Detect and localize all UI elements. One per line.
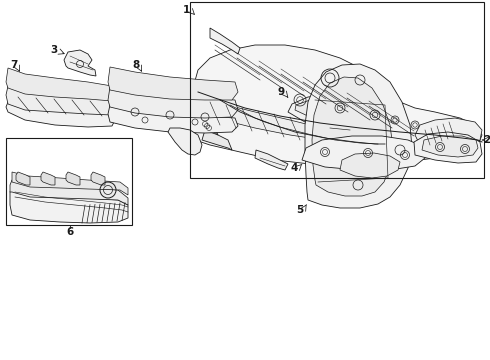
Polygon shape: [202, 130, 232, 150]
Polygon shape: [415, 118, 482, 150]
Polygon shape: [108, 87, 238, 118]
Text: 8: 8: [133, 60, 140, 70]
Polygon shape: [6, 102, 115, 127]
Polygon shape: [41, 172, 55, 185]
Polygon shape: [16, 172, 30, 185]
Polygon shape: [91, 172, 105, 185]
Text: 2: 2: [483, 135, 490, 145]
Polygon shape: [10, 188, 128, 223]
Polygon shape: [414, 132, 482, 163]
Polygon shape: [312, 77, 393, 196]
Text: 7: 7: [11, 60, 18, 70]
Polygon shape: [108, 105, 238, 133]
Polygon shape: [305, 64, 412, 208]
Polygon shape: [12, 172, 128, 195]
Polygon shape: [66, 172, 80, 185]
Text: 9: 9: [278, 87, 285, 97]
Polygon shape: [422, 136, 478, 157]
Polygon shape: [295, 98, 368, 122]
Text: 3: 3: [51, 45, 58, 55]
Text: 4: 4: [291, 163, 298, 173]
Bar: [190, 2, 484, 178]
Polygon shape: [210, 28, 240, 54]
Polygon shape: [195, 92, 310, 138]
Polygon shape: [64, 50, 96, 76]
Bar: [6, 138, 132, 225]
Polygon shape: [255, 150, 288, 170]
Polygon shape: [200, 116, 218, 135]
Polygon shape: [168, 128, 202, 155]
Polygon shape: [108, 67, 238, 100]
Polygon shape: [288, 95, 378, 130]
Text: 1: 1: [183, 5, 190, 15]
Polygon shape: [302, 136, 425, 170]
Text: 5: 5: [296, 205, 303, 215]
Polygon shape: [340, 153, 400, 178]
Polygon shape: [10, 180, 128, 205]
Polygon shape: [328, 124, 356, 152]
Polygon shape: [193, 45, 482, 166]
Text: 6: 6: [66, 227, 74, 237]
Polygon shape: [6, 68, 115, 101]
Polygon shape: [6, 86, 115, 115]
